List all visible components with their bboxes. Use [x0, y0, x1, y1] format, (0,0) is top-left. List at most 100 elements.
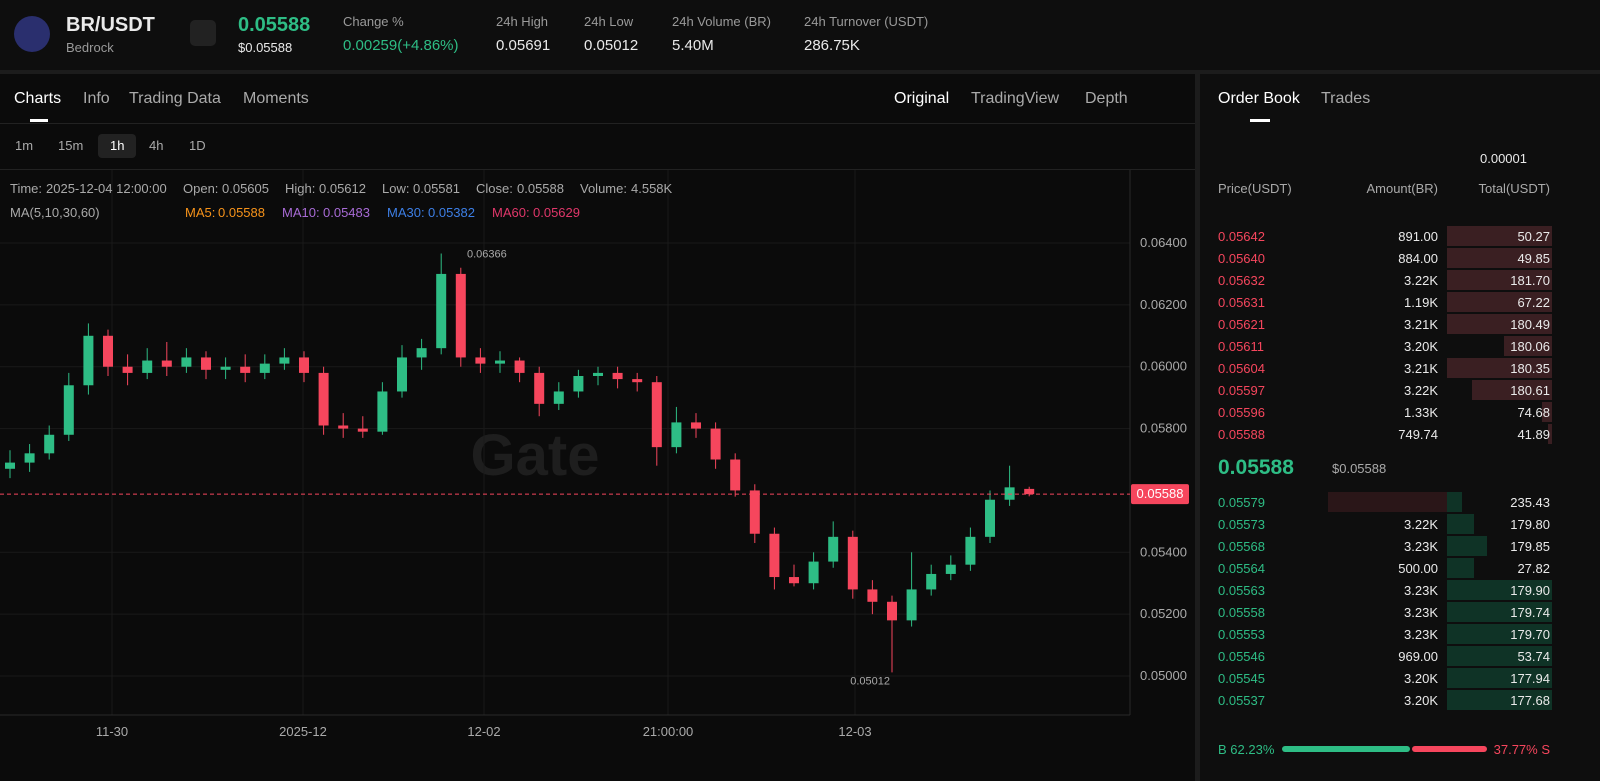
- ob-total: 50.27: [1517, 229, 1550, 244]
- ob-price[interactable]: 0.05632: [1218, 273, 1265, 288]
- candle-body: [887, 601, 897, 621]
- ob-total: 179.90: [1510, 583, 1550, 598]
- ob-price[interactable]: 0.05568: [1218, 539, 1265, 554]
- ob-tab[interactable]: Order Book: [1218, 90, 1300, 107]
- depth-bar: [1447, 514, 1474, 534]
- candle-body: [318, 372, 329, 426]
- interval[interactable]: 4h: [149, 138, 164, 153]
- chart-tab[interactable]: Info: [83, 90, 110, 107]
- last-price: 0.05588: [1218, 456, 1294, 479]
- y-tick-label: 0.05400: [1140, 544, 1187, 559]
- ob-price[interactable]: 0.05579: [1218, 495, 1265, 510]
- ob-total: 235.43: [1510, 495, 1550, 510]
- ob-price[interactable]: 0.05546: [1218, 649, 1265, 664]
- stat-label: 24h High: [496, 14, 549, 29]
- candle-body: [142, 360, 153, 373]
- pair[interactable]: BR/USDT: [66, 14, 155, 36]
- ob-total: 180.35: [1510, 361, 1550, 376]
- candle-body: [534, 372, 545, 404]
- logo: [14, 16, 50, 52]
- stat-label: 24h Turnover (USDT): [804, 14, 929, 29]
- candle-body: [828, 536, 839, 562]
- candle-body: [651, 382, 662, 448]
- ob-tab[interactable]: Trades: [1321, 90, 1371, 107]
- ob-price[interactable]: 0.05611: [1218, 339, 1265, 354]
- info-label: High:: [285, 181, 316, 196]
- candle-body: [612, 372, 623, 380]
- ob-total: 179.80: [1510, 517, 1550, 532]
- chart-tab[interactable]: Charts: [14, 90, 62, 107]
- ob-price[interactable]: 0.05558: [1218, 605, 1265, 620]
- candle-body: [279, 357, 290, 364]
- candle-body: [475, 357, 486, 364]
- candle-body: [926, 573, 937, 590]
- ob-price[interactable]: 0.05588: [1218, 427, 1265, 442]
- ob-amount: 500.00: [1398, 561, 1438, 576]
- ma-value: 0.05588: [218, 205, 265, 220]
- ob-price[interactable]: 0.05631: [1218, 295, 1265, 310]
- ob-total: 41.89: [1517, 427, 1550, 442]
- ob-price[interactable]: 0.05640: [1218, 251, 1265, 266]
- y-tick-label: 0.05200: [1140, 606, 1187, 621]
- depth-bar: [1447, 292, 1552, 312]
- candle-body: [906, 589, 917, 621]
- candle-body: [455, 273, 466, 358]
- candle-body: [161, 360, 172, 367]
- ob-price[interactable]: 0.05564: [1218, 561, 1265, 576]
- candle-body: [24, 453, 35, 463]
- ob-amount: 884.00: [1398, 251, 1438, 266]
- candle-body: [945, 564, 956, 574]
- candle-body: [553, 391, 564, 404]
- x-tick-label: 2025-12: [279, 724, 327, 739]
- candle-body: [122, 366, 133, 373]
- favorite[interactable]: [190, 20, 216, 46]
- candle-body: [377, 391, 388, 432]
- buy-bar: [1282, 746, 1410, 752]
- ob-price[interactable]: 0.05573: [1218, 517, 1265, 532]
- ob-price[interactable]: 0.05563: [1218, 583, 1265, 598]
- view-tab[interactable]: Original: [894, 90, 950, 107]
- ob-price[interactable]: 0.05604: [1218, 361, 1265, 376]
- ob-amount: 3.22K: [1404, 383, 1438, 398]
- chart-tab[interactable]: Moments: [243, 90, 309, 107]
- view-tab[interactable]: TradingView: [971, 90, 1060, 107]
- candle-body: [201, 357, 211, 370]
- interval[interactable]: 1h: [98, 134, 137, 158]
- x-tick-label: 11-30: [96, 724, 128, 739]
- info-label: Open:: [183, 181, 219, 196]
- ob-price[interactable]: 0.05553: [1218, 627, 1265, 642]
- ob-price[interactable]: 0.05597: [1218, 383, 1265, 398]
- depth-bar: [1447, 580, 1552, 600]
- chart-tab[interactable]: Trading Data: [129, 90, 221, 107]
- interval[interactable]: 1D: [189, 138, 206, 153]
- ob-price[interactable]: 0.05642: [1218, 229, 1265, 244]
- ob-price[interactable]: 0.05621: [1218, 317, 1265, 332]
- chart-panel: [0, 74, 1200, 781]
- candle-body: [769, 533, 780, 578]
- current-price-box: [1131, 484, 1189, 505]
- candle-body: [514, 360, 525, 373]
- ob-price[interactable]: 0.05596: [1218, 405, 1265, 420]
- view-tab[interactable]: Depth: [1085, 90, 1128, 107]
- x-tick-label: 21:00:00: [643, 724, 694, 739]
- interval[interactable]: 1m: [15, 138, 34, 153]
- candle-body: [240, 366, 251, 373]
- candle-body: [103, 335, 113, 367]
- ob-amount: 891.00: [1398, 229, 1438, 244]
- ob-price[interactable]: 0.05545: [1218, 671, 1265, 686]
- depth-bar: [1447, 314, 1552, 334]
- candle-body: [436, 273, 447, 349]
- info-label: Volume:: [580, 181, 627, 196]
- interval[interactable]: 15m: [58, 138, 84, 153]
- ob-column: Amount(BR): [1366, 181, 1438, 196]
- depth-bar: [1447, 602, 1552, 622]
- ob-price[interactable]: 0.05537: [1218, 693, 1265, 708]
- divider: [0, 169, 1195, 170]
- precision: 0.00001: [1480, 151, 1527, 166]
- ma-name: MA5:: [185, 205, 216, 220]
- candle-body: [357, 428, 368, 432]
- depth-bar: [1447, 536, 1487, 556]
- ob-amount: 3.21K: [1404, 317, 1438, 332]
- candle-body: [259, 363, 270, 373]
- candle-body: [593, 372, 603, 376]
